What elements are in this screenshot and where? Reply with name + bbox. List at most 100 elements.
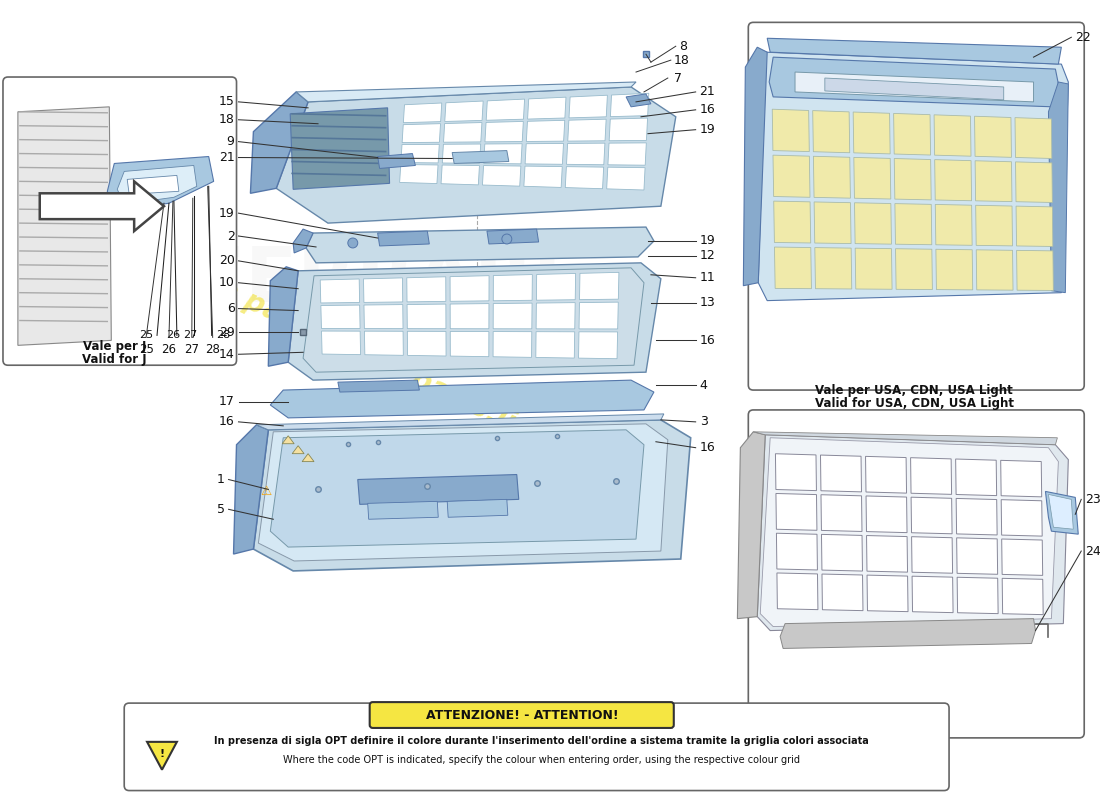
Polygon shape — [895, 204, 932, 245]
Text: a passion for parts.jimdo: a passion for parts.jimdo — [214, 274, 581, 466]
Polygon shape — [744, 47, 767, 286]
Text: 2: 2 — [227, 230, 234, 242]
Circle shape — [502, 234, 512, 244]
Polygon shape — [251, 92, 308, 194]
Text: 27: 27 — [185, 343, 199, 356]
Polygon shape — [867, 535, 908, 572]
Polygon shape — [776, 454, 816, 490]
Text: Where the code OPT is indicated, specify the colour when entering order, using t: Where the code OPT is indicated, specify… — [283, 754, 800, 765]
Text: 12: 12 — [700, 250, 715, 262]
Polygon shape — [579, 302, 618, 329]
Polygon shape — [893, 114, 931, 155]
Polygon shape — [364, 305, 403, 329]
Polygon shape — [565, 166, 604, 189]
FancyBboxPatch shape — [370, 702, 674, 728]
Polygon shape — [484, 144, 522, 164]
Polygon shape — [737, 432, 766, 618]
Polygon shape — [403, 124, 440, 142]
Polygon shape — [855, 202, 891, 244]
Text: 4: 4 — [700, 378, 707, 391]
Polygon shape — [956, 459, 997, 496]
Polygon shape — [306, 227, 653, 263]
Polygon shape — [1002, 578, 1043, 614]
Polygon shape — [569, 95, 607, 118]
Polygon shape — [528, 97, 566, 119]
Text: 27: 27 — [183, 330, 197, 341]
Text: ATTENZIONE! - ATTENTION!: ATTENZIONE! - ATTENTION! — [427, 709, 619, 722]
Polygon shape — [911, 497, 953, 534]
Text: FERRARI: FERRARI — [194, 244, 562, 318]
Polygon shape — [407, 331, 447, 356]
Polygon shape — [867, 575, 908, 612]
Polygon shape — [607, 167, 645, 190]
Text: 9: 9 — [227, 135, 234, 148]
Polygon shape — [769, 57, 1058, 107]
Polygon shape — [407, 304, 446, 329]
Text: 19: 19 — [219, 206, 234, 220]
Polygon shape — [283, 436, 294, 444]
Polygon shape — [911, 458, 952, 494]
Text: 21: 21 — [219, 151, 234, 164]
Polygon shape — [822, 534, 862, 571]
Polygon shape — [1048, 82, 1068, 293]
Polygon shape — [118, 166, 197, 204]
Polygon shape — [304, 268, 644, 372]
Polygon shape — [271, 380, 653, 418]
Polygon shape — [452, 150, 509, 163]
Polygon shape — [444, 101, 483, 122]
Polygon shape — [268, 267, 298, 366]
Polygon shape — [524, 166, 562, 187]
Polygon shape — [815, 248, 851, 289]
Polygon shape — [773, 155, 810, 198]
Polygon shape — [757, 434, 1068, 630]
Text: 19: 19 — [700, 234, 715, 247]
Text: 16: 16 — [219, 415, 234, 428]
Polygon shape — [288, 263, 661, 380]
Polygon shape — [256, 414, 663, 430]
Polygon shape — [895, 249, 933, 290]
Polygon shape — [493, 331, 531, 358]
Polygon shape — [441, 165, 480, 185]
Polygon shape — [912, 537, 953, 574]
Polygon shape — [814, 202, 851, 243]
Polygon shape — [483, 166, 520, 186]
Polygon shape — [364, 331, 404, 355]
Polygon shape — [485, 122, 524, 142]
Text: 11: 11 — [700, 271, 715, 284]
Polygon shape — [293, 446, 304, 454]
Polygon shape — [1001, 500, 1042, 536]
Polygon shape — [487, 229, 539, 244]
Polygon shape — [767, 38, 1062, 64]
Text: 7: 7 — [674, 71, 682, 85]
Text: In presenza di sigla OPT definire il colore durante l'inserimento dell'ordine a : In presenza di sigla OPT definire il col… — [214, 736, 869, 746]
Polygon shape — [773, 201, 811, 243]
Polygon shape — [579, 332, 617, 358]
Polygon shape — [450, 304, 490, 329]
Text: Vale per J: Vale per J — [833, 714, 896, 726]
Polygon shape — [821, 455, 861, 492]
Text: Valid for USA, CDN, USA Light: Valid for USA, CDN, USA Light — [815, 398, 1014, 410]
Text: ⚠: ⚠ — [261, 485, 272, 498]
Polygon shape — [760, 438, 1058, 626]
Text: 28: 28 — [216, 330, 230, 341]
Polygon shape — [772, 110, 810, 151]
Polygon shape — [399, 165, 438, 183]
Polygon shape — [407, 277, 446, 302]
Polygon shape — [795, 72, 1034, 102]
Polygon shape — [320, 279, 360, 303]
Polygon shape — [855, 248, 892, 290]
Polygon shape — [609, 118, 648, 141]
Polygon shape — [367, 502, 438, 519]
Polygon shape — [610, 94, 649, 117]
Polygon shape — [626, 94, 651, 107]
Polygon shape — [443, 122, 482, 142]
Polygon shape — [825, 78, 1003, 100]
Text: 16: 16 — [700, 103, 715, 116]
Polygon shape — [296, 82, 636, 102]
Polygon shape — [450, 331, 488, 357]
Polygon shape — [580, 272, 619, 300]
Polygon shape — [894, 158, 932, 200]
Polygon shape — [40, 182, 164, 231]
Text: 13: 13 — [700, 296, 715, 309]
Text: 15: 15 — [219, 95, 234, 108]
